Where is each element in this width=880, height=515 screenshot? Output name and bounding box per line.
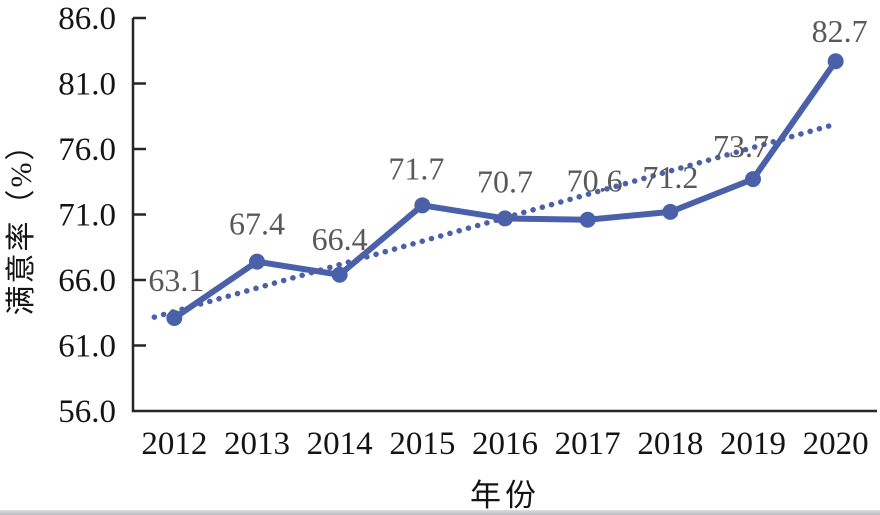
data-label: 82.7 — [812, 13, 868, 49]
data-label: 70.7 — [477, 163, 533, 199]
data-point-marker — [331, 266, 348, 283]
y-axis-title: 满意率（%） — [5, 128, 38, 316]
data-point-marker — [579, 211, 596, 228]
x-axis-title: 年份 — [470, 478, 540, 513]
data-label: 70.6 — [567, 163, 623, 199]
data-point-marker — [414, 197, 431, 214]
y-tick-label: 81.0 — [58, 67, 116, 103]
data-point-marker — [745, 171, 761, 188]
x-tick-label: 2017 — [555, 426, 621, 462]
data-point-marker — [249, 253, 265, 270]
data-label: 67.4 — [229, 206, 285, 242]
y-tick-label: 56.0 — [58, 394, 116, 430]
data-point-marker — [497, 210, 513, 227]
y-tick-label: 66.0 — [58, 263, 116, 299]
x-tick-label: 2012 — [141, 426, 207, 462]
data-label: 71.2 — [642, 159, 698, 195]
y-tick-label: 61.0 — [58, 329, 116, 365]
x-tick-label: 2019 — [720, 426, 786, 462]
x-tick-label: 2013 — [224, 426, 290, 462]
data-point-marker — [166, 309, 183, 326]
x-tick-label: 2015 — [389, 426, 455, 462]
x-tick-label: 2020 — [803, 426, 869, 462]
screenshot-bottom-edge — [0, 510, 880, 515]
data-label: 73.7 — [713, 128, 769, 164]
data-label: 66.4 — [312, 221, 368, 257]
data-label: 71.7 — [388, 150, 444, 186]
data-point-marker — [827, 53, 844, 70]
trendline-dotted — [151, 121, 839, 320]
x-tick-label: 2018 — [637, 426, 703, 462]
x-tick-label: 2016 — [472, 426, 538, 462]
data-label: 63.1 — [148, 262, 204, 298]
data-point-marker — [662, 203, 679, 220]
x-tick-label: 2014 — [307, 426, 373, 462]
y-tick-label: 76.0 — [58, 132, 116, 168]
y-tick-label: 71.0 — [58, 198, 116, 234]
y-tick-label: 86.0 — [58, 1, 116, 37]
